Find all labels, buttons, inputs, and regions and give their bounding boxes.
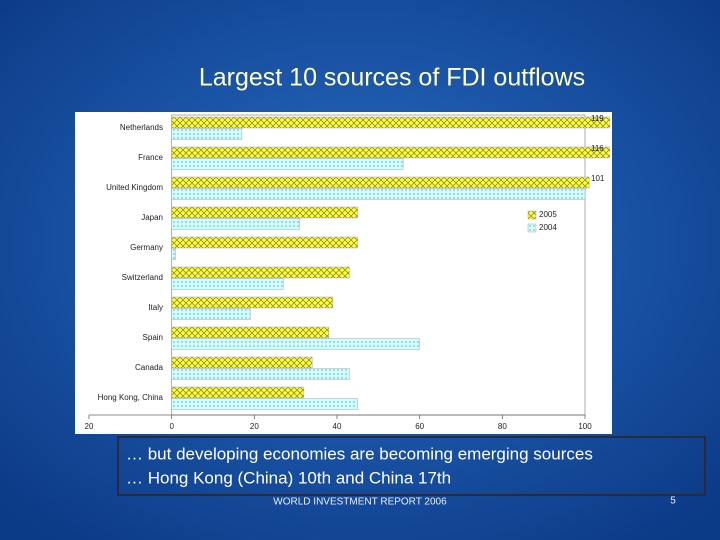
category-label: Hong Kong, China bbox=[98, 393, 164, 402]
bar bbox=[171, 326, 329, 339]
legend-label: 2005 bbox=[539, 210, 557, 219]
bar bbox=[171, 398, 358, 410]
bar bbox=[171, 176, 590, 189]
category-label: Japan bbox=[141, 213, 163, 222]
footer: WORLD INVESTMENT REPORT 2006 bbox=[273, 497, 447, 508]
bar bbox=[171, 308, 251, 320]
page-number: 5 bbox=[670, 496, 676, 507]
bar bbox=[171, 296, 334, 309]
bar bbox=[171, 386, 305, 399]
legend-swatch bbox=[527, 223, 537, 233]
value-label: 101 bbox=[591, 174, 605, 183]
category-label: Canada bbox=[135, 363, 164, 372]
bar bbox=[171, 146, 610, 159]
x-tick-label: 100 bbox=[578, 422, 592, 431]
category-label: United Kingdom bbox=[106, 183, 163, 192]
bars bbox=[171, 116, 610, 410]
bar bbox=[171, 278, 284, 290]
category-label: Switzerland bbox=[122, 273, 163, 282]
legend-swatch bbox=[527, 210, 537, 220]
x-tick-label: 0 bbox=[169, 422, 174, 431]
bar bbox=[171, 248, 177, 260]
bar bbox=[171, 128, 243, 140]
category-label: Spain bbox=[143, 333, 163, 342]
x-tick-label: 40 bbox=[333, 422, 342, 431]
category-label: France bbox=[138, 153, 163, 162]
slide-title: Largest 10 sources of FDI outflows bbox=[199, 64, 585, 92]
x-tick-label: 20 bbox=[85, 422, 94, 431]
bar bbox=[171, 338, 420, 350]
bar bbox=[171, 218, 301, 230]
x-tick-label: 60 bbox=[415, 422, 424, 431]
legend-label: 2004 bbox=[539, 223, 557, 232]
bar bbox=[171, 368, 350, 380]
text-line: … Hong Kong (China) 10th and China 17th bbox=[126, 468, 451, 487]
value-label: 116 bbox=[591, 144, 604, 153]
bar bbox=[171, 188, 586, 200]
value-label: 119 bbox=[591, 114, 604, 123]
text-line: … but developing economies are becoming … bbox=[126, 444, 593, 463]
bar bbox=[171, 236, 358, 249]
x-tick-label: 20 bbox=[250, 422, 259, 431]
bar bbox=[171, 206, 358, 219]
text-box bbox=[117, 436, 706, 496]
category-label: Netherlands bbox=[120, 123, 163, 132]
category-label: Italy bbox=[148, 303, 163, 312]
bar bbox=[171, 356, 313, 369]
bar bbox=[171, 116, 610, 129]
x-tick-label: 80 bbox=[498, 422, 507, 431]
bar bbox=[171, 158, 404, 170]
category-label: Germany bbox=[130, 243, 163, 252]
bar bbox=[171, 266, 350, 279]
